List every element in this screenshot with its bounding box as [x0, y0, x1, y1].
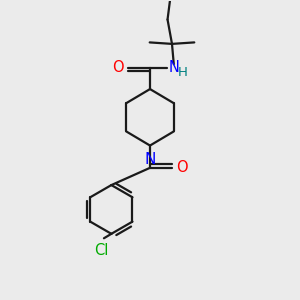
Text: O: O [176, 160, 188, 175]
Text: H: H [178, 66, 188, 79]
Text: N: N [144, 152, 156, 167]
Text: Cl: Cl [94, 243, 108, 258]
Text: N: N [168, 60, 179, 75]
Text: O: O [112, 60, 124, 75]
